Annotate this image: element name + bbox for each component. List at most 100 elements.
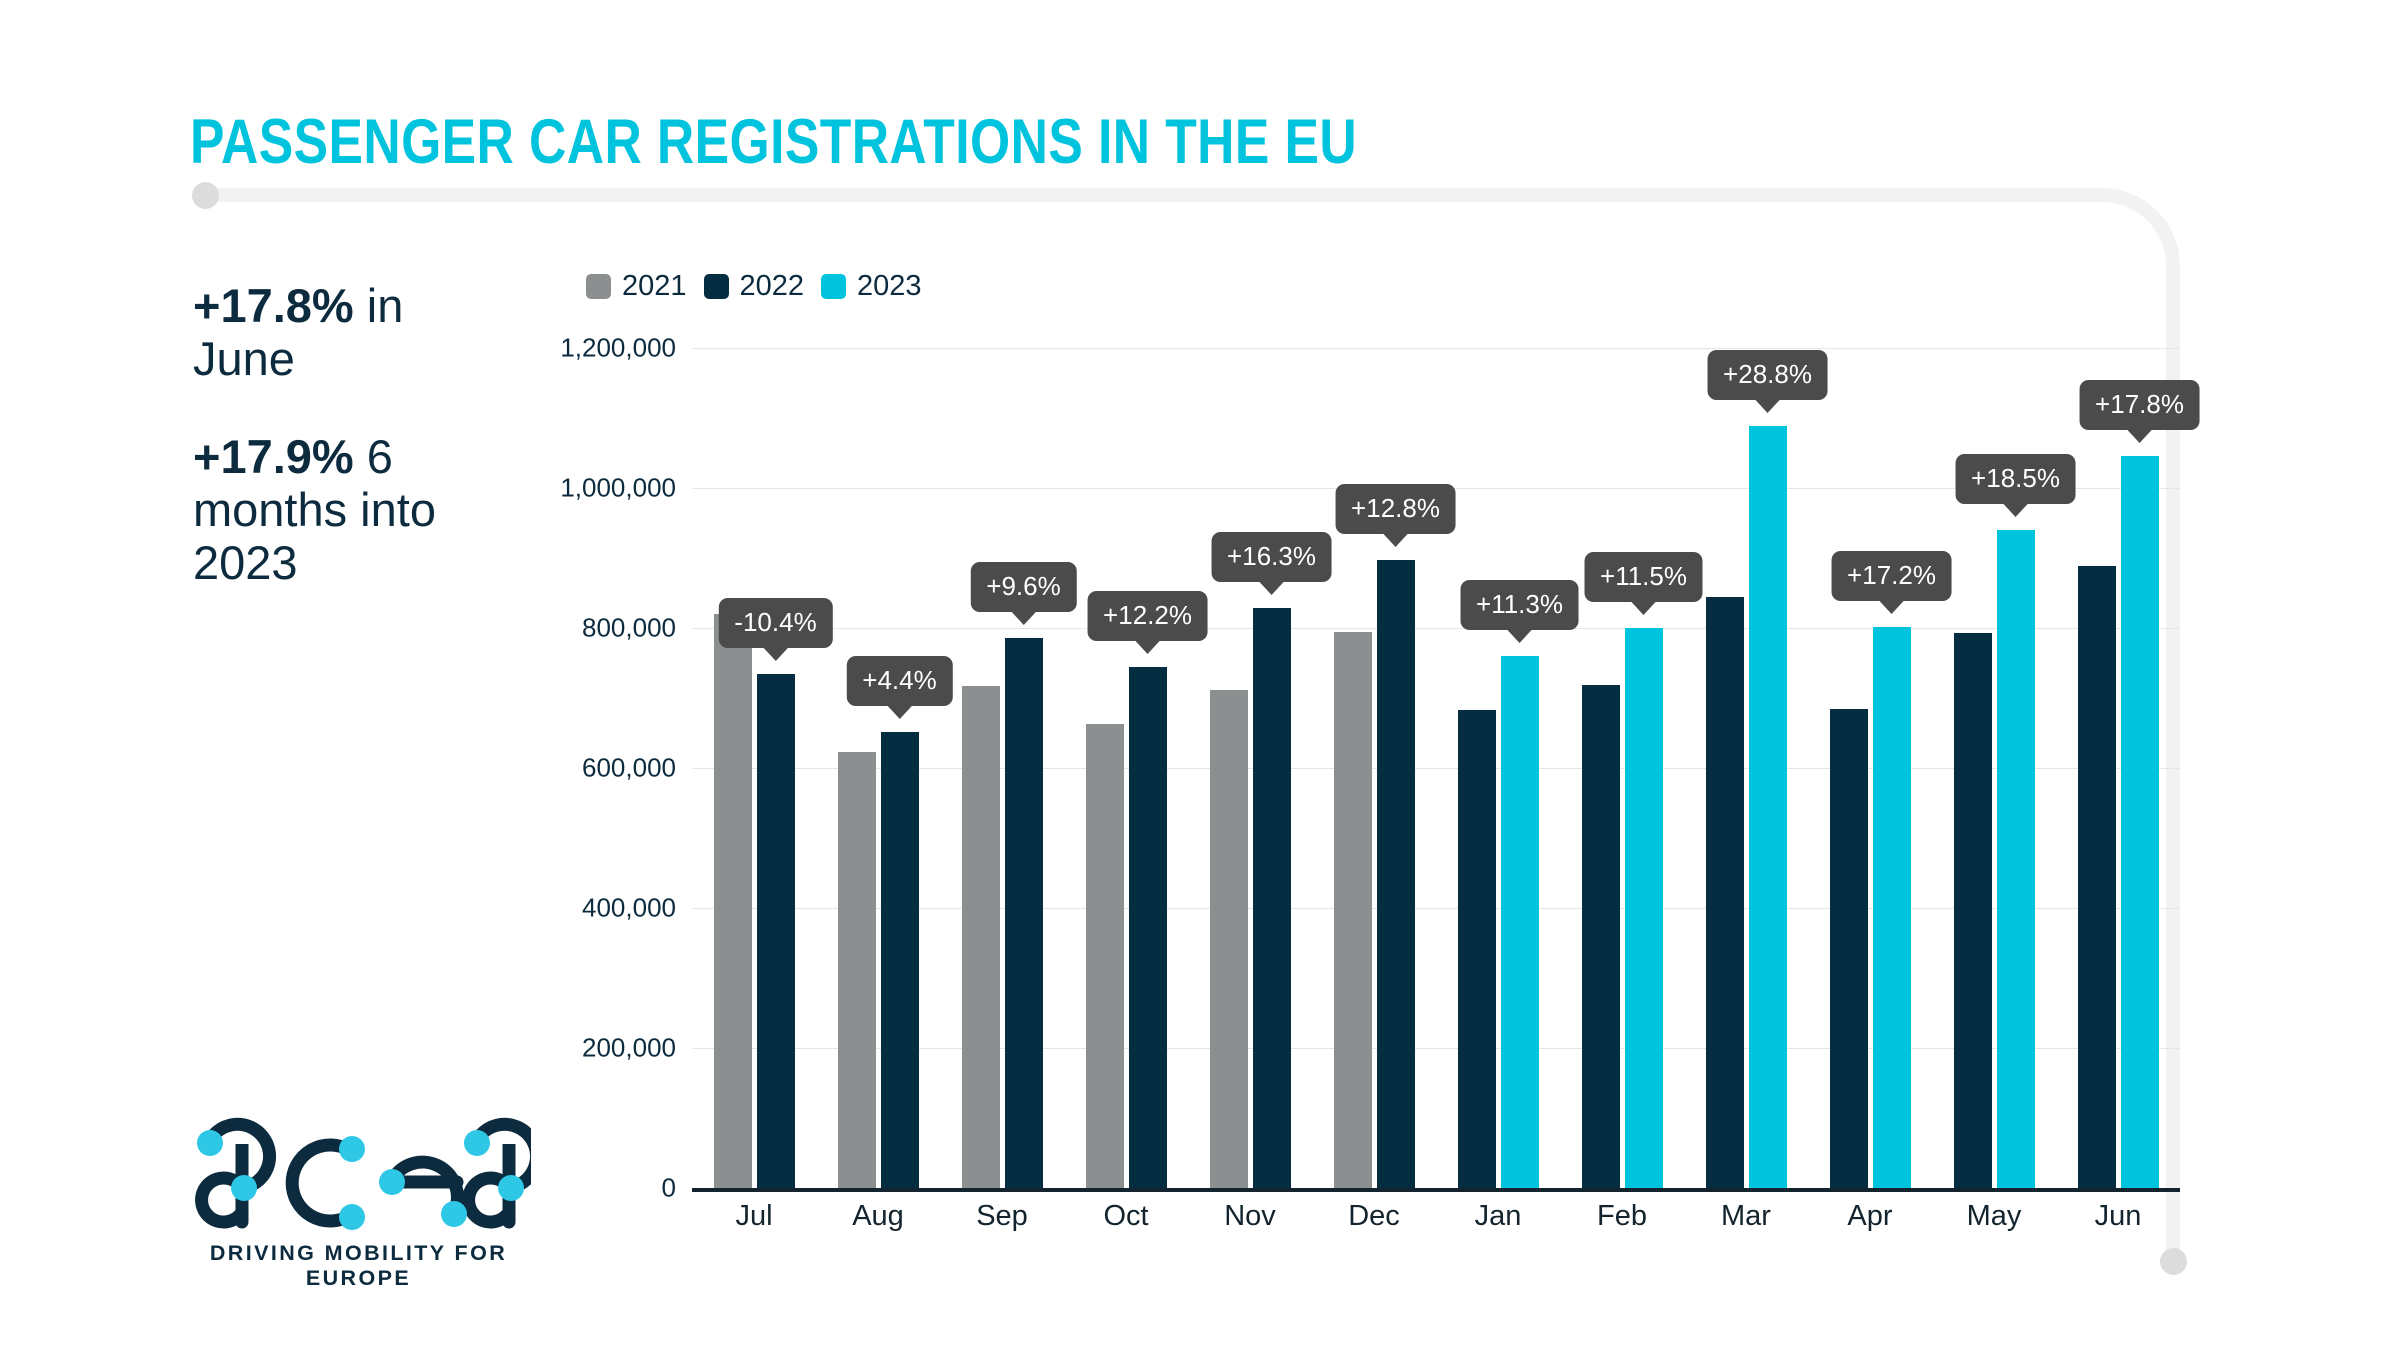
- y-axis-tick-600000: 600,000: [582, 752, 676, 783]
- bar-group-Jan: +11.3%: [1436, 348, 1579, 1188]
- bar-Jul-2021[interactable]: [713, 614, 752, 1188]
- bar-Jan-2023[interactable]: +11.3%: [1460, 580, 1579, 1188]
- bar-group-Sep: +9.6%: [940, 348, 1077, 1188]
- x-axis-tick-May: May: [1966, 1200, 2022, 1232]
- data-label-Oct: +12.2%: [1087, 591, 1208, 655]
- bar-group-Jul: -10.4%: [692, 348, 833, 1188]
- x-axis-tick-Feb: Feb: [1597, 1200, 1647, 1232]
- bar-Apr-2023[interactable]: +17.2%: [1831, 550, 1952, 1188]
- data-label-May: +18.5%: [1955, 454, 2076, 517]
- data-label-Dec: +12.8%: [1335, 484, 1456, 548]
- x-axis-tick-Jan: Jan: [1474, 1200, 1522, 1232]
- y-axis-tick-200000: 200,000: [582, 1032, 676, 1063]
- chart-legend: 2021 2022 2023: [586, 270, 922, 303]
- gridline-400000: [692, 908, 2180, 909]
- y-axis-tick-1200000: 1,200,000: [560, 332, 676, 363]
- bar-Nov-2022[interactable]: +16.3%: [1211, 532, 1332, 1188]
- highlight-june-text: in June: [193, 279, 404, 385]
- frame-cap-left-dot: [192, 182, 219, 209]
- y-axis: 0 200,000 400,000 600,000 800,000 1,000,000 1,…: [560, 333, 688, 1203]
- bar-group-May: +18.5%: [1932, 348, 2076, 1188]
- data-label-Sep: +9.6%: [970, 561, 1077, 625]
- x-axis-tick-Sep: Sep: [976, 1200, 1028, 1232]
- x-axis-labels: Jul Aug Sep Oct Nov Dec Jan Feb Mar Apr May Jun: [692, 1200, 2180, 1233]
- highlight-ytd: +17.9% 6 months into 2023: [193, 430, 493, 589]
- gridline-1200000: [692, 348, 2180, 349]
- legend-item-2023[interactable]: 2023: [821, 270, 922, 303]
- data-label-Jan: +11.3%: [1460, 580, 1579, 643]
- data-label-Mar: +28.8%: [1707, 350, 1828, 414]
- legend-swatch-2023: [821, 274, 847, 299]
- legend-swatch-2021: [586, 274, 611, 299]
- acea-tagline: DRIVING MOBILITY FOR EUROPE: [209, 1241, 508, 1290]
- x-axis-baseline: [692, 1188, 2180, 1192]
- highlight-ytd-text: 6 months into 2023: [193, 430, 436, 589]
- gridline-800000: [692, 628, 2180, 629]
- bar-Nov-2021[interactable]: [1209, 689, 1248, 1188]
- x-axis-tick-Aug: Aug: [852, 1200, 904, 1232]
- y-axis-tick-800000: 800,000: [582, 612, 676, 643]
- legend-label-2023: 2023: [857, 270, 922, 302]
- x-axis-tick-Dec: Dec: [1348, 1200, 1400, 1232]
- bar-group-Apr: +17.2%: [1808, 348, 1952, 1188]
- bar-group-Aug: +4.4%: [816, 348, 953, 1188]
- bar-group-Jun: +17.8%: [2056, 348, 2200, 1188]
- legend-swatch-2022: [703, 274, 729, 299]
- decorative-frame-border: [205, 188, 2180, 1263]
- y-axis-tick-0: 0: [661, 1172, 676, 1203]
- x-axis-tick-Jun: Jun: [2094, 1200, 2142, 1232]
- legend-item-2022[interactable]: 2022: [703, 270, 804, 303]
- data-label-Jun: +17.8%: [2079, 379, 2200, 443]
- bar-Dec-2022[interactable]: +12.8%: [1335, 484, 1456, 1188]
- data-label-Feb: +11.5%: [1584, 552, 1703, 615]
- bar-group-Nov: +16.3%: [1188, 348, 1332, 1188]
- x-axis-tick-Oct: Oct: [1103, 1200, 1149, 1232]
- chart-panel: 2021 2022 2023 0 200,000 400,000 600,000 800,0…: [560, 270, 2200, 1260]
- highlights-panel: +17.8% in June +17.9% 6 months into 2023: [193, 279, 493, 635]
- page-title: PASSENGER CAR REGISTRATIONS IN THE EU: [190, 107, 1358, 177]
- bar-Sep-2022[interactable]: +9.6%: [970, 561, 1077, 1188]
- data-label-Aug: +4.4%: [846, 656, 953, 720]
- bar-Apr-2022[interactable]: [1829, 708, 1868, 1188]
- acea-wordmark-icon: [195, 1117, 544, 1230]
- legend-item-2021[interactable]: 2021: [586, 270, 687, 303]
- bar-Feb-2023[interactable]: +11.5%: [1584, 552, 1703, 1188]
- highlight-ytd-value: +17.9%: [193, 430, 354, 484]
- bar-Feb-2022[interactable]: [1581, 685, 1620, 1188]
- bar-Sep-2021[interactable]: [961, 686, 1000, 1188]
- frame-cap-bottom-dot: [2160, 1248, 2187, 1275]
- bar-Jun-2023[interactable]: +17.8%: [2079, 379, 2200, 1188]
- x-axis-tick-Mar: Mar: [1721, 1200, 1771, 1232]
- bar-Oct-2022[interactable]: +12.2%: [1087, 591, 1208, 1188]
- x-axis-tick-Jul: Jul: [735, 1200, 773, 1232]
- bar-group-Dec: +12.8%: [1312, 348, 1456, 1188]
- bar-Jun-2022[interactable]: [2077, 566, 2116, 1188]
- highlight-june: +17.8% in June: [193, 279, 493, 385]
- bars-layer: -10.4% +4.4% +9.6% +12.2% +16.3% +12.8% +11.3%…: [692, 348, 2200, 1188]
- x-axis-tick-Nov: Nov: [1224, 1200, 1276, 1232]
- bar-group-Mar: +28.8%: [1684, 348, 1828, 1188]
- y-axis-tick-400000: 400,000: [582, 892, 676, 923]
- x-axis-tick-Apr: Apr: [1847, 1200, 1893, 1232]
- highlight-june-value: +17.8%: [193, 279, 354, 332]
- bar-Aug-2022[interactable]: +4.4%: [846, 656, 953, 1188]
- chart-plot-area: 0 200,000 400,000 600,000 800,000 1,000,000 1,…: [560, 333, 2200, 1260]
- bar-Oct-2021[interactable]: [1085, 723, 1124, 1188]
- gridline-200000: [692, 1048, 2180, 1049]
- bar-group-Oct: +12.2%: [1064, 348, 1208, 1188]
- data-label-Nov: +16.3%: [1211, 532, 1332, 596]
- acea-logo: DRIVING MOBILITY FOR EUROPE: [186, 1110, 546, 1291]
- bar-Jan-2022[interactable]: [1457, 709, 1496, 1188]
- legend-label-2021: 2021: [622, 270, 687, 302]
- bar-Aug-2021[interactable]: [837, 751, 876, 1188]
- bar-May-2022[interactable]: [1953, 632, 1992, 1188]
- y-axis-tick-1000000: 1,000,000: [560, 472, 676, 503]
- bar-Jul-2022[interactable]: -10.4%: [718, 597, 833, 1188]
- bar-Dec-2021[interactable]: [1333, 631, 1372, 1188]
- bar-Mar-2022[interactable]: [1705, 596, 1744, 1188]
- bar-May-2023[interactable]: +18.5%: [1955, 454, 2076, 1188]
- data-label-Apr: +17.2%: [1831, 550, 1952, 614]
- bar-Mar-2023[interactable]: +28.8%: [1707, 350, 1828, 1188]
- gridline-600000: [692, 768, 2180, 769]
- bar-group-Feb: +11.5%: [1560, 348, 1703, 1188]
